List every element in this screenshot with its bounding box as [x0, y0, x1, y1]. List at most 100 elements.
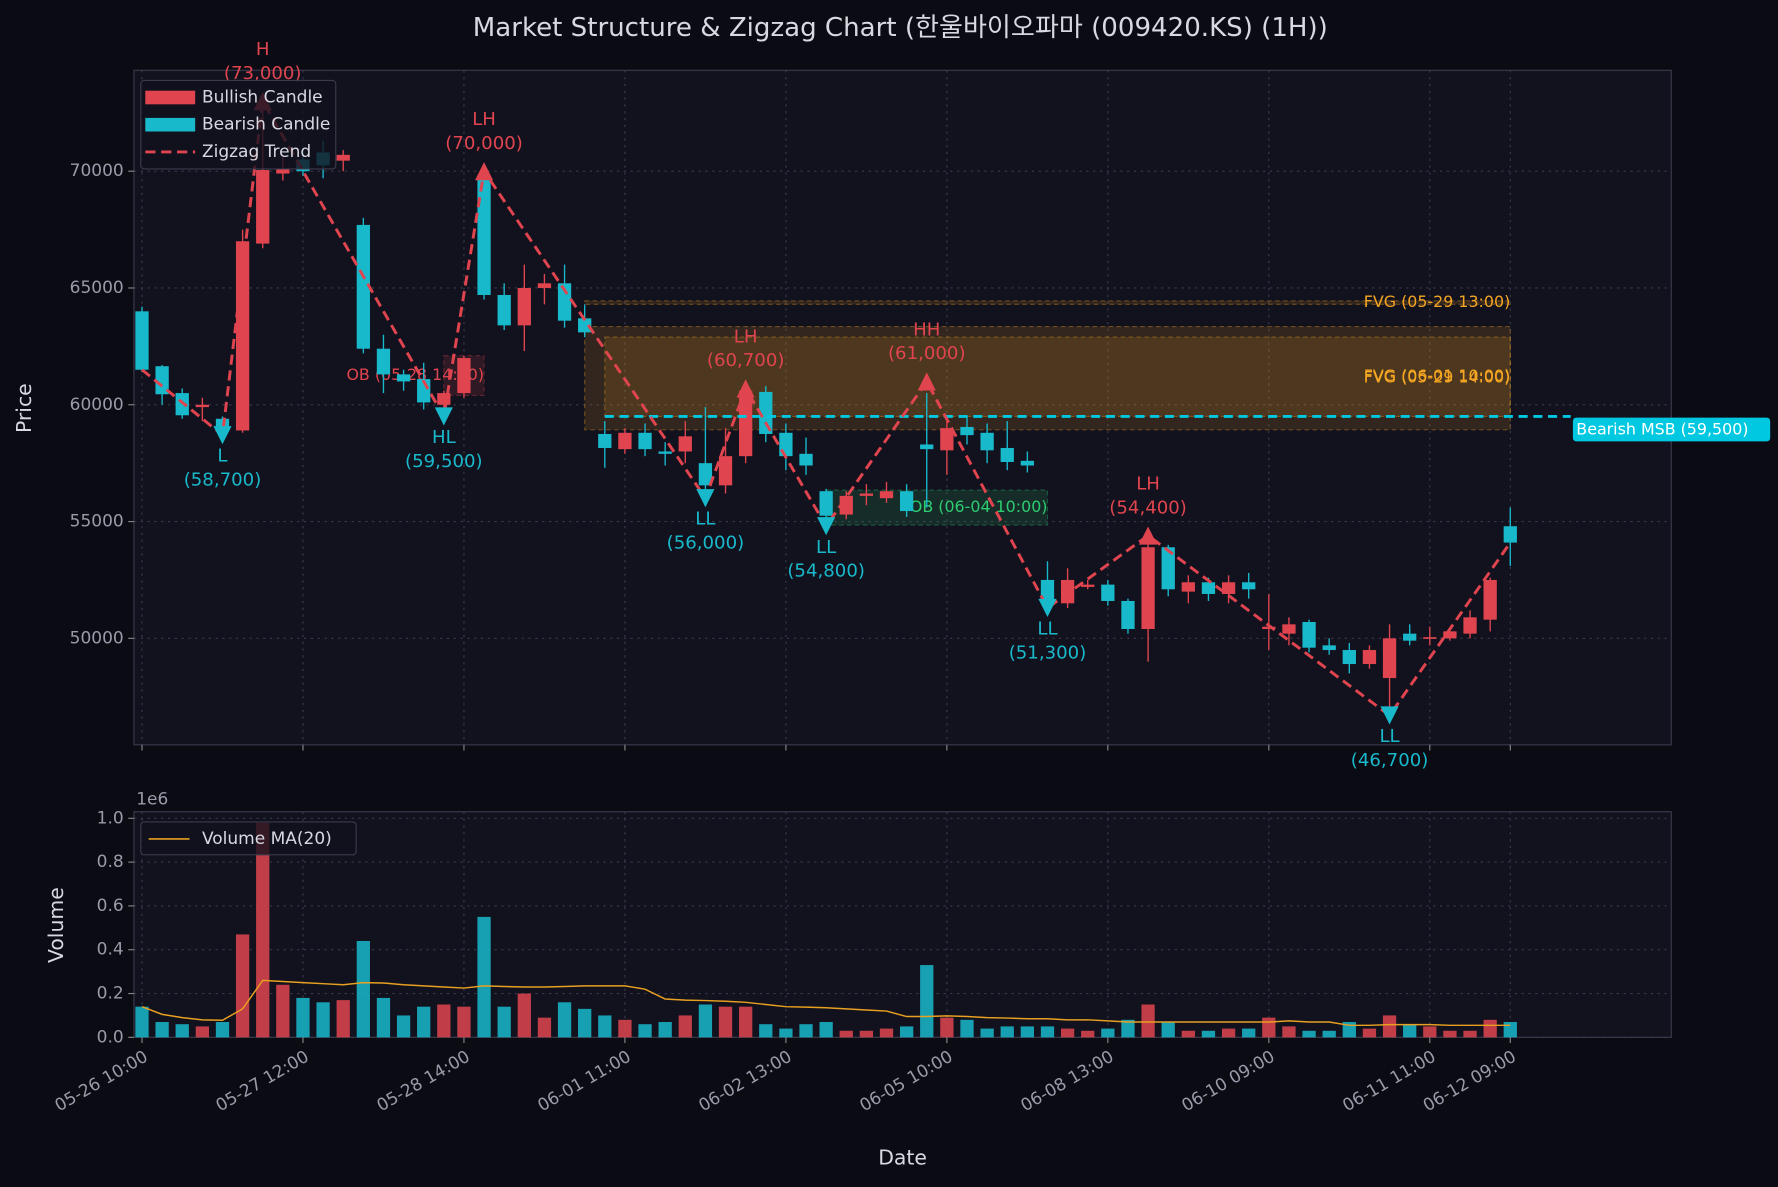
- candle-body: [759, 391, 773, 434]
- candle-body: [1322, 645, 1336, 651]
- legend-swatch: [145, 90, 196, 105]
- candle-body: [1403, 633, 1417, 641]
- volume-bar: [1403, 1024, 1417, 1038]
- volume-bar: [235, 934, 250, 1038]
- candle-body: [1081, 584, 1095, 587]
- candle-body: [195, 404, 210, 408]
- pivot-label: H: [256, 39, 270, 60]
- volume-bar: [1423, 1026, 1437, 1038]
- msb-label: Bearish MSB (59,500): [1576, 420, 1748, 439]
- candle-body: [819, 491, 833, 516]
- candle-body: [1040, 579, 1055, 601]
- volume-bar: [356, 940, 370, 1038]
- pivot-price-label: (56,000): [667, 533, 745, 554]
- volume-bar: [376, 997, 391, 1038]
- candle-body: [698, 463, 713, 486]
- candle-body: [1242, 582, 1256, 590]
- volume-bar: [1302, 1030, 1316, 1038]
- volume-bar: [698, 1004, 713, 1038]
- candle-body: [537, 283, 552, 288]
- pivot-label: LL: [1037, 619, 1057, 640]
- volume-bar: [739, 1006, 753, 1038]
- pivot-marker: [1380, 706, 1399, 725]
- zone-label: FVG (06-01 10:00): [1364, 366, 1511, 385]
- legend-label: Bearish Candle: [202, 115, 330, 135]
- volume-bar: [598, 1015, 612, 1038]
- candle-body: [940, 428, 954, 451]
- candle-body: [779, 432, 793, 457]
- candle-body: [658, 451, 672, 454]
- candle-body: [396, 374, 411, 382]
- candle-body: [235, 241, 250, 431]
- volume-bar: [1282, 1026, 1296, 1038]
- msb-label-box: [1572, 417, 1771, 442]
- y-axis-label: Price: [12, 383, 36, 433]
- candle-body: [1141, 547, 1155, 629]
- candle-body: [437, 393, 451, 405]
- pivot-price-label: (61,000): [888, 343, 966, 364]
- volume-bar: [457, 1006, 471, 1038]
- volume-bar: [779, 1028, 793, 1038]
- pivot-price-label: (51,300): [1009, 642, 1087, 663]
- candle-body: [1302, 621, 1316, 648]
- candle-body: [598, 433, 612, 448]
- candle-body: [477, 178, 491, 295]
- candle-body: [135, 311, 149, 370]
- volume-bar: [155, 1022, 169, 1038]
- volume-bar: [1060, 1028, 1075, 1038]
- volume-bar: [799, 1024, 813, 1038]
- volume-bar: [135, 1006, 149, 1038]
- legend-swatch: [145, 117, 196, 132]
- volume-bar: [980, 1028, 994, 1038]
- volume-bar: [899, 1026, 914, 1038]
- volume-bar: [316, 1002, 330, 1038]
- candle-body: [739, 390, 753, 457]
- volume-bar: [718, 1006, 733, 1038]
- volume-bar: [1362, 1028, 1377, 1038]
- candle-body: [960, 426, 974, 436]
- volume-bar: [1503, 1022, 1517, 1038]
- volume-bar: [215, 1022, 230, 1038]
- pivot-marker: [817, 517, 836, 536]
- volume-bar: [819, 1022, 833, 1038]
- volume-bar: [1322, 1030, 1336, 1038]
- volume-bar: [1000, 1026, 1014, 1038]
- volume-bar: [296, 997, 310, 1038]
- volume-bar: [859, 1030, 874, 1038]
- candle-body: [497, 294, 511, 326]
- pivot-marker: [736, 379, 755, 398]
- candle-body: [155, 366, 169, 395]
- pivot-price-label: (54,800): [787, 561, 865, 582]
- y-tick-label: 0.4: [97, 940, 124, 960]
- zone-label: FVG (05-29 13:00): [1364, 292, 1511, 311]
- candle-body: [980, 432, 994, 451]
- candle-body: [799, 453, 813, 466]
- volume-bar: [578, 1008, 592, 1038]
- zone-label: FVG (05-29 14:00): [1364, 368, 1511, 387]
- legend-box: [140, 821, 357, 856]
- volume-bar: [1040, 1026, 1055, 1038]
- volume-offset-label: 1e6: [136, 789, 168, 809]
- volume-bar: [417, 1006, 431, 1038]
- volume-bar: [638, 1024, 652, 1038]
- legend-label: Bullish Candle: [202, 87, 323, 107]
- zone: [604, 336, 1511, 418]
- candle-body: [1282, 624, 1296, 634]
- candle-body: [638, 432, 652, 450]
- candle-body: [336, 154, 350, 161]
- volume-bar: [960, 1019, 974, 1038]
- y-tick-label: 55000: [70, 512, 124, 532]
- volume-bar: [839, 1030, 853, 1038]
- y-tick-label: 70000: [70, 161, 124, 181]
- candle-body: [879, 491, 894, 499]
- candle-body: [618, 432, 632, 450]
- volume-bar: [175, 1024, 189, 1038]
- volume-bar: [618, 1019, 632, 1038]
- pivot-price-label: (60,700): [707, 350, 785, 371]
- volume-bar: [658, 1022, 672, 1038]
- pivot-price-label: (46,700): [1351, 750, 1429, 771]
- candle-body: [1262, 626, 1276, 629]
- volume-bar: [497, 1006, 511, 1038]
- pivot-label: LH: [472, 109, 496, 130]
- pivot-label: HH: [913, 319, 940, 340]
